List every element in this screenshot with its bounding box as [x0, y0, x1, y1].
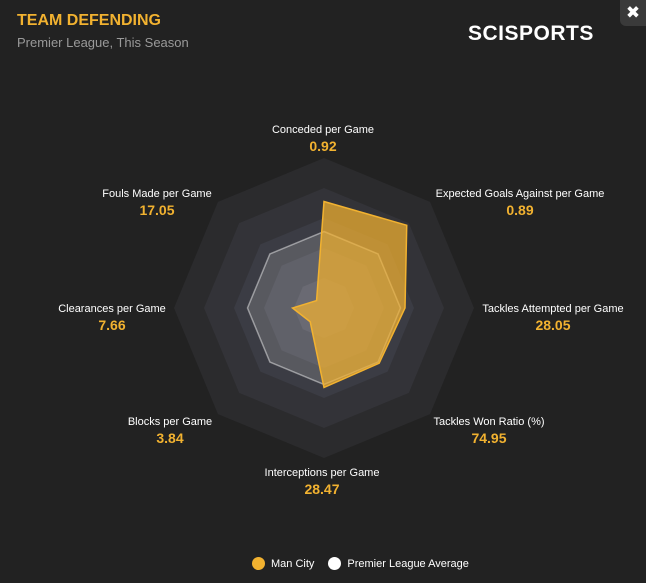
legend-swatch-average: [328, 557, 342, 570]
axis-name: Fouls Made per Game: [102, 188, 212, 200]
axis-label: Tackles Won Ratio (%) 74.95: [389, 416, 589, 446]
scisports-logo: SCISPORTS: [468, 22, 594, 45]
panel-subtitle: Premier League, This Season: [17, 35, 189, 50]
axis-name: Expected Goals Against per Game: [435, 188, 605, 200]
axis-name: Blocks per Game: [127, 416, 213, 428]
axis-name: Interceptions per Game: [264, 467, 380, 479]
panel-title: TEAM DEFENDING: [17, 12, 161, 29]
axis-value: 7.66: [98, 317, 126, 333]
axis-name: Conceded per Game: [271, 124, 375, 136]
close-icon[interactable]: ✖: [620, 0, 646, 26]
axis-name: Clearances per Game: [58, 303, 166, 315]
series-man-city: [290, 200, 408, 389]
axis-value: 0.89: [506, 202, 534, 218]
axis-value: 74.95: [471, 430, 507, 446]
axis-label: Blocks per Game 3.84: [70, 416, 270, 446]
axis-value: 28.47: [304, 481, 340, 497]
axis-name: Tackles Attempted per Game: [482, 303, 624, 315]
axis-value: 3.84: [156, 430, 184, 446]
axis-label: Fouls Made per Game 17.05: [57, 188, 257, 218]
axis-value: 17.05: [139, 202, 175, 218]
axis-label: Clearances per Game 7.66: [12, 303, 212, 333]
legend: Man City Premier League Average: [252, 557, 469, 570]
axis-value: 0.92: [309, 138, 337, 154]
axis-label: Tackles Attempted per Game 28.05: [453, 303, 646, 333]
axis-label: Conceded per Game 0.92: [223, 124, 423, 154]
axis-label: Expected Goals Against per Game 0.89: [420, 188, 620, 218]
legend-label-average: Premier League Average: [347, 557, 469, 570]
legend-swatch-man-city: [252, 557, 265, 570]
legend-label-man-city: Man City: [271, 557, 315, 570]
axis-value: 28.05: [535, 317, 571, 333]
axis-name: Tackles Won Ratio (%): [433, 416, 545, 428]
axis-label: Interceptions per Game 28.47: [222, 467, 422, 497]
